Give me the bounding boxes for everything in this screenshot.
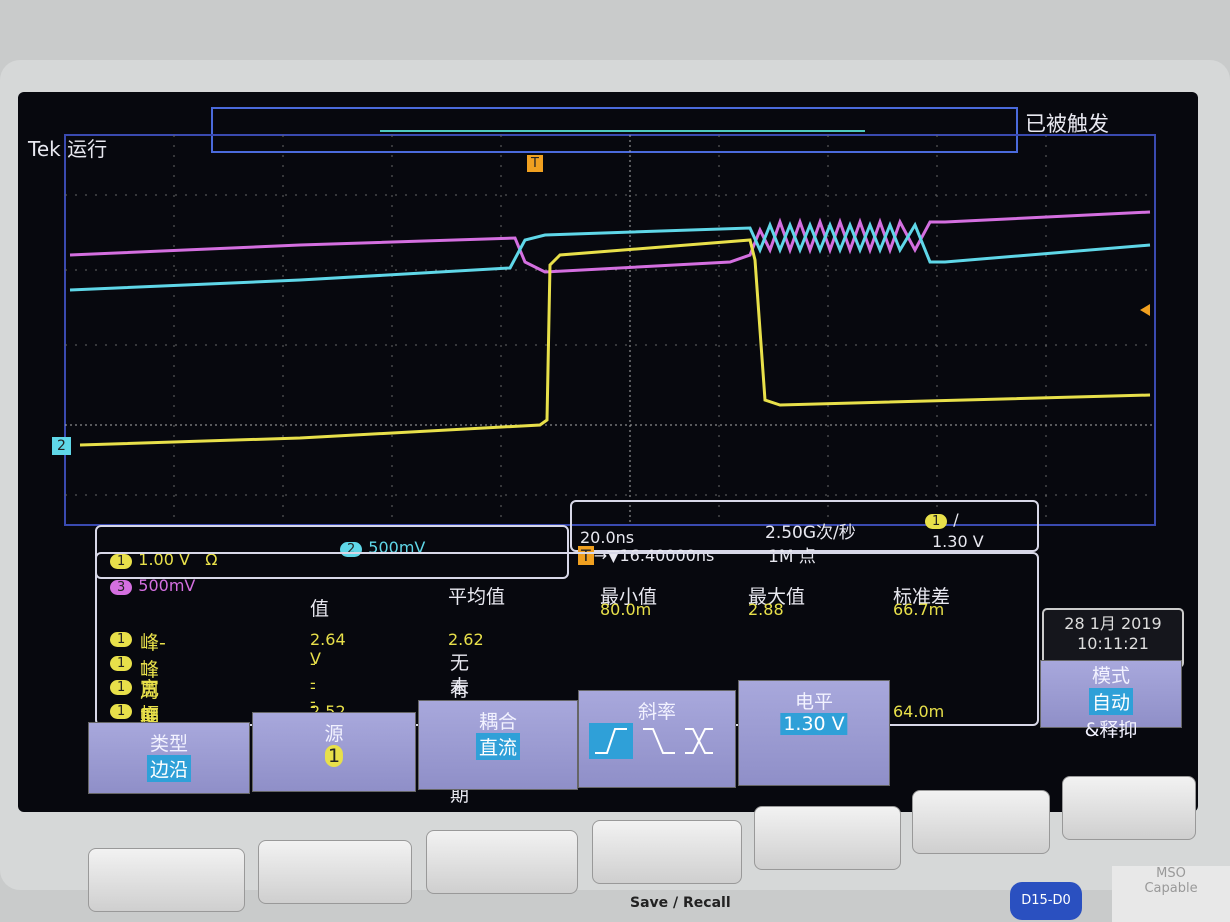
menu-label: 类型 xyxy=(149,733,188,755)
brand: Tek xyxy=(28,137,61,161)
sample-rate: 2.50G次/秒 xyxy=(765,523,856,543)
side-title: 模式 xyxy=(1091,665,1130,687)
trigger-marker: T xyxy=(527,155,543,172)
row-badge: 1 xyxy=(110,704,133,719)
bezel-button[interactable] xyxy=(258,840,412,904)
menu-label: 电平 xyxy=(794,691,833,713)
ch1-coupling: Ω xyxy=(205,550,218,569)
ch1-badge: 1 xyxy=(110,554,133,569)
measure-value: 2.64 V xyxy=(310,630,346,668)
menu-value: 1.30 V xyxy=(780,713,848,735)
measure-max: 2.88 xyxy=(748,600,784,619)
menu-button[interactable]: 电平 1.30 V xyxy=(738,680,890,786)
menu-label: 耦合 xyxy=(478,711,517,733)
row-badge: 1 xyxy=(110,632,133,647)
row-badge: 1 xyxy=(110,680,133,695)
measure-std: 64.0m xyxy=(893,702,945,721)
column-header: 值 xyxy=(310,598,330,620)
trigger-status: 已被触发 xyxy=(1025,112,1109,136)
datetime: 28 1月 2019 10:11:21 xyxy=(1042,608,1184,668)
ch3-scale: 500mV xyxy=(138,576,196,595)
slope-icons xyxy=(585,723,729,759)
trigger-position: →▼16.40000ns xyxy=(593,546,715,565)
date: 28 1月 2019 xyxy=(1064,614,1162,633)
time: 10:11:21 xyxy=(1077,634,1149,653)
trigger-badge: T xyxy=(578,546,594,565)
side-value: 自动 xyxy=(1088,688,1133,715)
bezel-button[interactable] xyxy=(88,848,245,912)
bezel-button[interactable] xyxy=(592,820,742,884)
trigger-level: 1.30 V xyxy=(932,532,984,551)
menu-value: 边沿 xyxy=(146,755,192,782)
save-recall-label: Save / Recall xyxy=(630,895,731,911)
side-extra: &释抑 xyxy=(1084,719,1138,741)
bezel-button[interactable] xyxy=(426,830,578,894)
ground-marker: 2 xyxy=(52,437,71,455)
measure-std: 66.7m xyxy=(893,600,945,619)
column-header: 标准差 xyxy=(893,586,951,608)
measure-min: 80.0m xyxy=(600,600,652,619)
column-header: 平均值 xyxy=(448,586,506,608)
time-div: 20.0ns xyxy=(580,528,635,547)
ch3-badge: 3 xyxy=(110,580,133,595)
mso-line2: Capable xyxy=(1144,881,1198,896)
ch1-scale: 1.00 V xyxy=(138,550,190,569)
menu-label: 斜率 xyxy=(637,701,676,723)
column-header: 最大值 xyxy=(748,586,806,608)
run-status: 运行 xyxy=(67,137,108,161)
mso-line1: MSO xyxy=(1156,866,1186,881)
menu-button[interactable]: 耦合 直流 xyxy=(418,700,578,790)
menu-value: 直流 xyxy=(475,733,521,760)
bezel-button[interactable] xyxy=(1062,776,1196,840)
trigger-source: 1 xyxy=(925,514,948,529)
side-menu[interactable]: 模式 自动 &释抑 xyxy=(1040,660,1182,741)
bezel-button[interactable] xyxy=(912,790,1050,854)
menu-button[interactable]: 类型 边沿 xyxy=(88,722,250,794)
menu-value: 1 xyxy=(324,745,344,767)
digital-button[interactable]: D15-D0 xyxy=(1010,882,1082,920)
column-header: 最小值 xyxy=(600,586,658,608)
timebase-box xyxy=(570,500,1039,552)
bezel-button[interactable] xyxy=(754,806,901,870)
measure-mean: 2.62 xyxy=(448,630,484,649)
row-badge: 1 xyxy=(110,656,133,671)
slope-icon-set xyxy=(589,723,713,759)
menu-button[interactable]: 斜率 xyxy=(578,690,736,788)
row-name: -宽度 xyxy=(140,652,160,727)
mso-badge: MSO Capable xyxy=(1112,866,1230,922)
menu-label: 源 xyxy=(324,723,344,745)
row-name: 峰-峰 xyxy=(140,632,166,681)
